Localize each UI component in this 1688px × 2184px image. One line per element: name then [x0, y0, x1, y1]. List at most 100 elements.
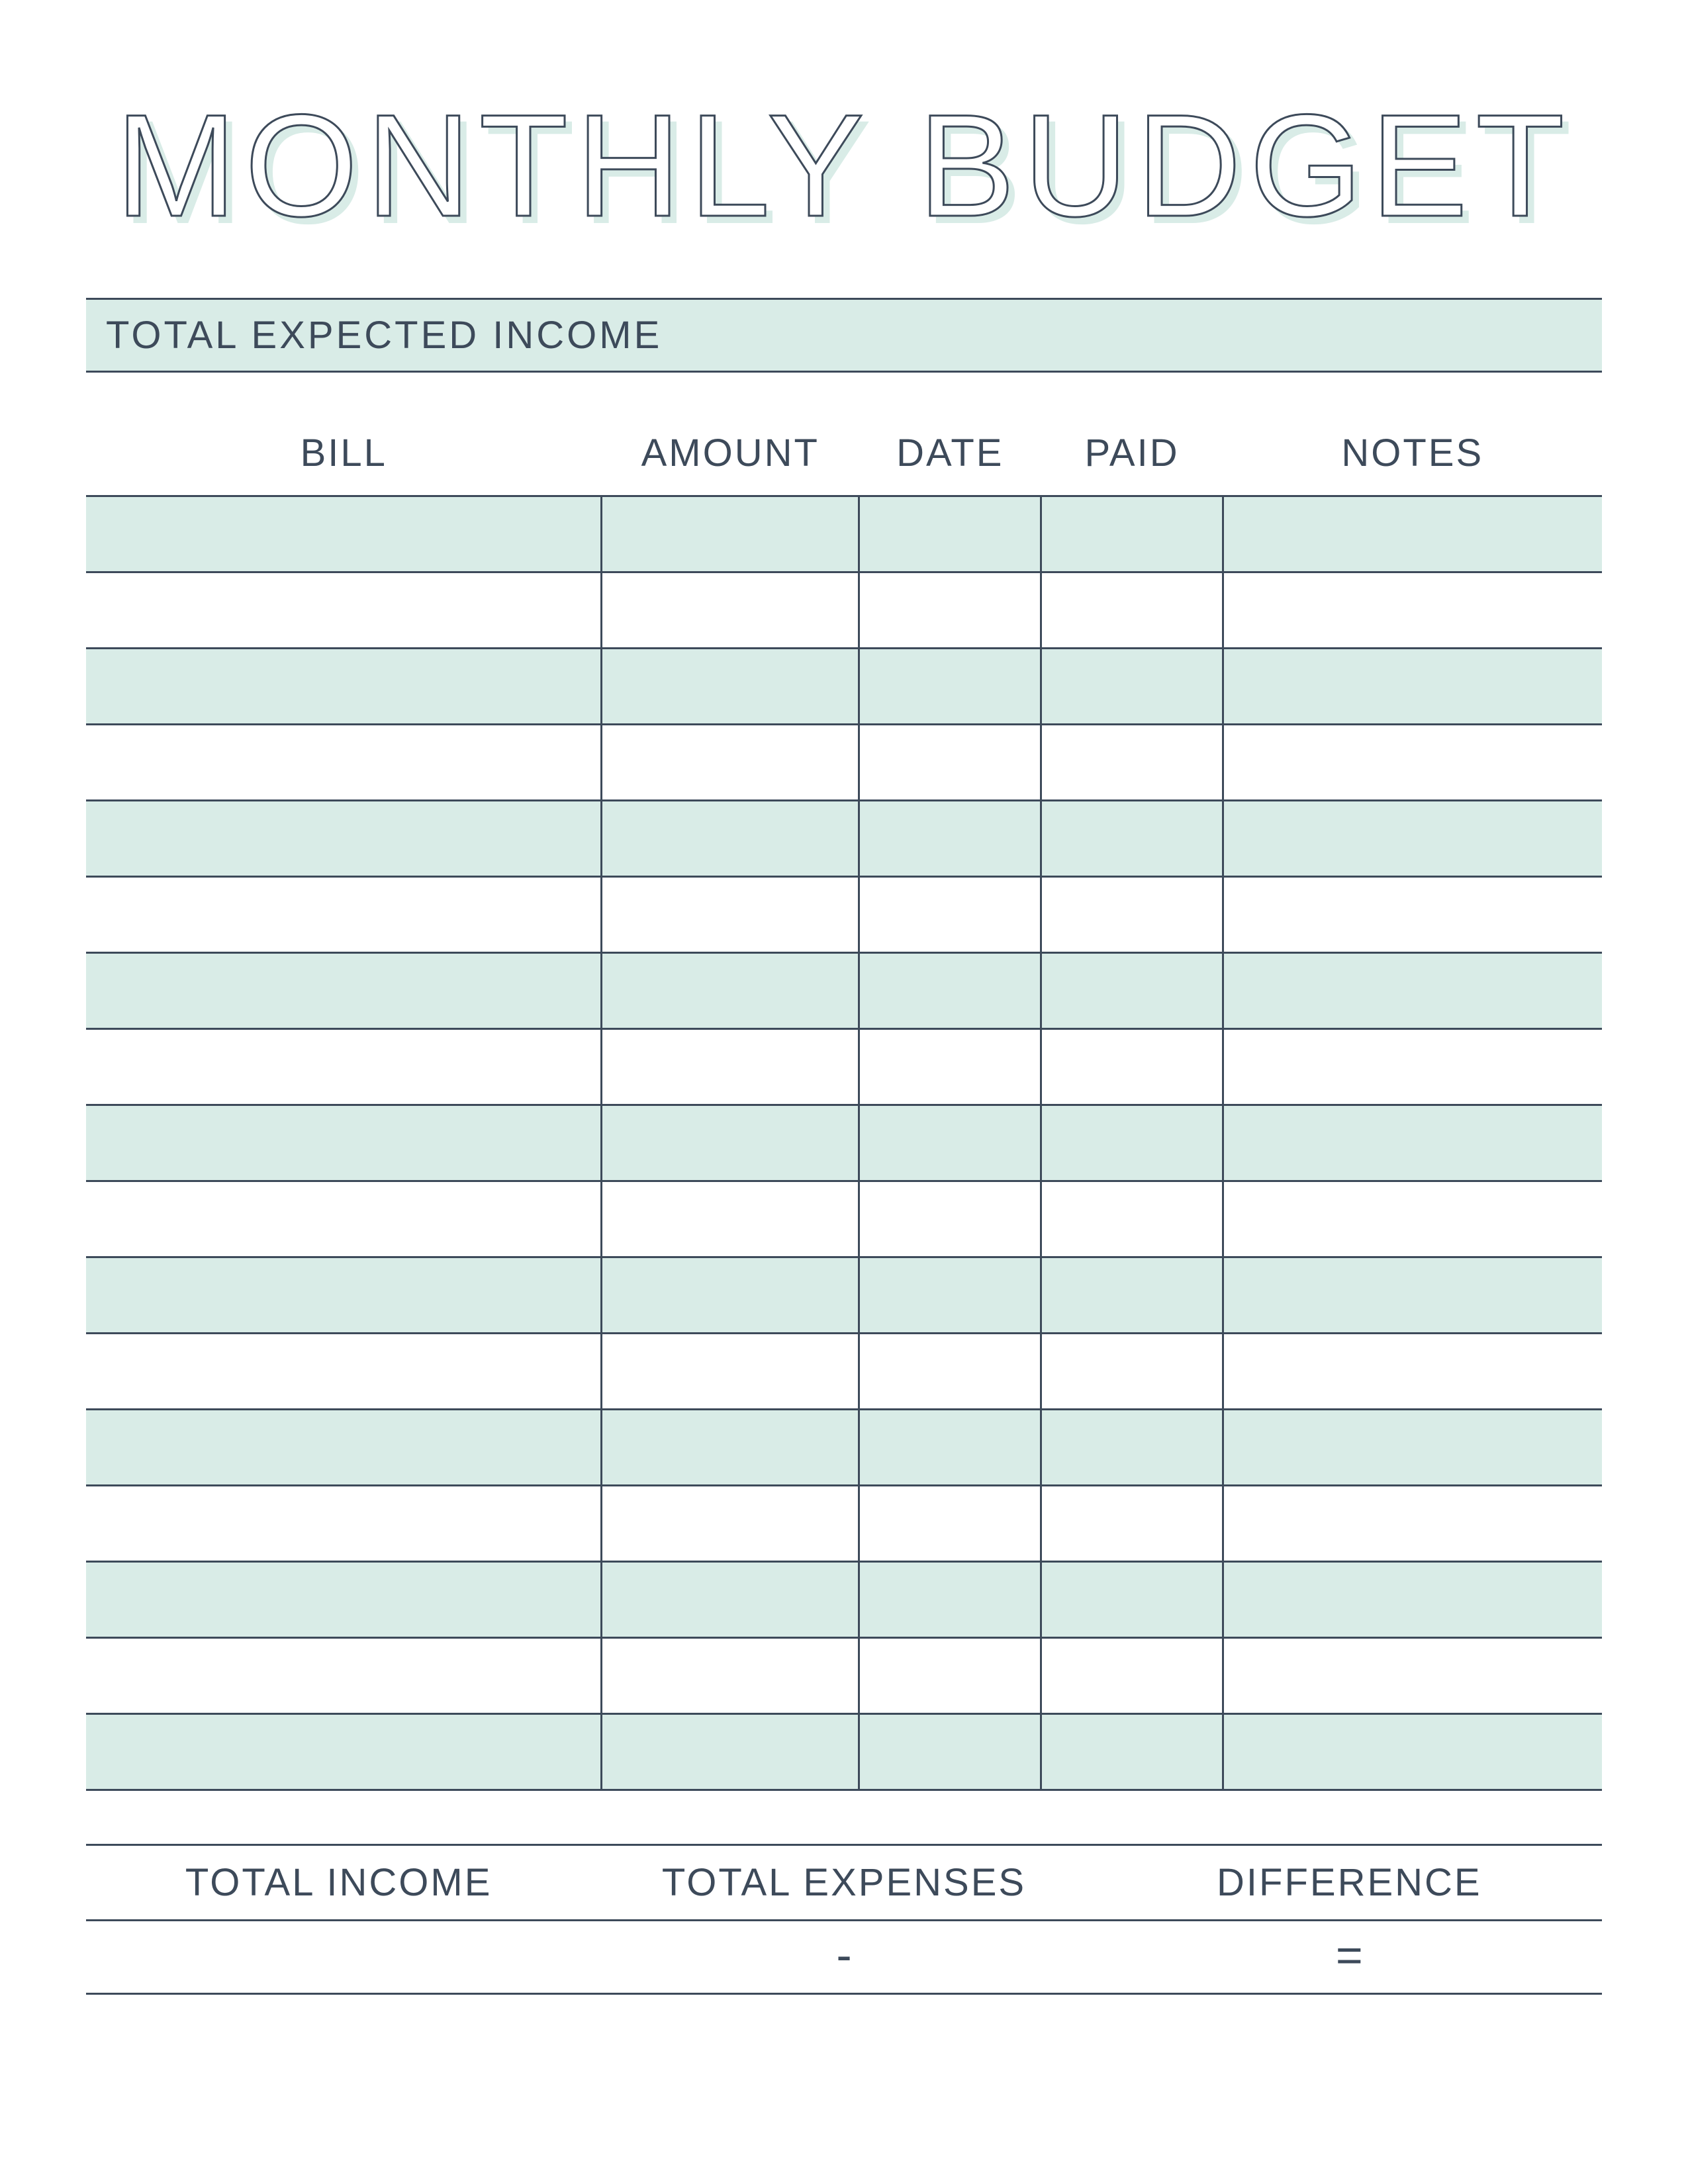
table-cell	[86, 1638, 602, 1714]
table-cell	[602, 725, 859, 801]
table-cell	[86, 649, 602, 725]
table-cell	[859, 953, 1041, 1029]
table-cell	[602, 572, 859, 649]
table-cell	[859, 1105, 1041, 1181]
table-cell	[1223, 1181, 1602, 1257]
col-header-notes: NOTES	[1223, 419, 1602, 496]
table-cell	[86, 877, 602, 953]
col-header-paid: PAID	[1041, 419, 1223, 496]
table-row	[86, 1105, 1602, 1181]
table-cell	[602, 1562, 859, 1638]
table-row	[86, 496, 1602, 572]
table-row	[86, 1410, 1602, 1486]
table-cell	[1223, 953, 1602, 1029]
table-cell	[1041, 1029, 1223, 1105]
table-cell	[86, 572, 602, 649]
table-cell	[1041, 572, 1223, 649]
table-cell	[86, 1562, 602, 1638]
bills-header-row: BILL AMOUNT DATE PAID NOTES	[86, 419, 1602, 496]
table-cell	[1223, 801, 1602, 877]
table-cell	[1041, 801, 1223, 877]
table-cell	[86, 1486, 602, 1562]
table-cell	[602, 1334, 859, 1410]
table-row	[86, 1334, 1602, 1410]
table-cell	[1041, 1714, 1223, 1790]
table-cell	[1041, 877, 1223, 953]
table-row	[86, 1562, 1602, 1638]
table-cell	[1223, 877, 1602, 953]
table-cell	[1223, 725, 1602, 801]
table-cell	[602, 1486, 859, 1562]
table-cell	[602, 877, 859, 953]
table-cell	[1223, 572, 1602, 649]
table-cell	[86, 1105, 602, 1181]
table-cell	[1041, 1105, 1223, 1181]
title-outline-layer: MONTHLY BUDGET	[115, 84, 1572, 247]
table-row	[86, 1257, 1602, 1334]
summary-header-row: TOTAL INCOME TOTAL EXPENSES DIFFERENCE	[86, 1844, 1602, 1921]
table-cell	[1041, 1410, 1223, 1486]
table-row	[86, 725, 1602, 801]
table-cell	[86, 1334, 602, 1410]
table-cell	[1041, 725, 1223, 801]
table-cell	[1223, 1410, 1602, 1486]
table-cell	[859, 1714, 1041, 1790]
table-cell	[602, 801, 859, 877]
table-cell	[86, 953, 602, 1029]
table-cell	[859, 877, 1041, 953]
table-cell	[1041, 953, 1223, 1029]
table-cell	[86, 1029, 602, 1105]
bills-table: BILL AMOUNT DATE PAID NOTES	[86, 419, 1602, 1791]
table-cell	[859, 801, 1041, 877]
summary-label-expenses: TOTAL EXPENSES	[591, 1846, 1096, 1919]
table-cell	[859, 1562, 1041, 1638]
table-cell	[86, 725, 602, 801]
table-row	[86, 953, 1602, 1029]
table-cell	[859, 496, 1041, 572]
table-cell	[1041, 1486, 1223, 1562]
table-row	[86, 572, 1602, 649]
table-cell	[859, 1334, 1041, 1410]
table-cell	[1223, 1638, 1602, 1714]
table-cell	[602, 496, 859, 572]
table-cell	[602, 649, 859, 725]
table-cell	[1223, 1257, 1602, 1334]
table-row	[86, 801, 1602, 877]
table-cell	[1223, 1486, 1602, 1562]
table-cell	[86, 496, 602, 572]
expected-income-label: TOTAL EXPECTED INCOME	[106, 314, 662, 357]
table-cell	[1223, 1334, 1602, 1410]
summary-label-income: TOTAL INCOME	[86, 1846, 591, 1919]
col-header-amount: AMOUNT	[602, 419, 859, 496]
table-row	[86, 1181, 1602, 1257]
col-header-bill: BILL	[86, 419, 602, 496]
expected-income-bar: TOTAL EXPECTED INCOME	[86, 298, 1602, 373]
table-cell	[1041, 649, 1223, 725]
table-cell	[1223, 1105, 1602, 1181]
table-cell	[86, 1181, 602, 1257]
table-cell	[1041, 1257, 1223, 1334]
table-cell	[859, 649, 1041, 725]
table-row	[86, 1714, 1602, 1790]
table-cell	[859, 1486, 1041, 1562]
table-cell	[602, 1257, 859, 1334]
table-cell	[859, 1029, 1041, 1105]
summary-operator-row: - =	[86, 1921, 1602, 1995]
table-cell	[859, 1410, 1041, 1486]
summary-op-0	[86, 1921, 591, 1993]
table-cell	[1223, 1562, 1602, 1638]
table-cell	[1041, 496, 1223, 572]
table-cell	[1223, 649, 1602, 725]
table-cell	[1041, 1562, 1223, 1638]
table-row	[86, 1486, 1602, 1562]
table-cell	[859, 725, 1041, 801]
table-cell	[602, 1029, 859, 1105]
table-cell	[602, 1105, 859, 1181]
table-cell	[1041, 1638, 1223, 1714]
table-row	[86, 1638, 1602, 1714]
table-cell	[86, 1714, 602, 1790]
table-row	[86, 877, 1602, 953]
page-title: MONTHLY BUDGET MONTHLY BUDGET	[86, 93, 1602, 238]
table-cell	[602, 1181, 859, 1257]
summary-label-difference: DIFFERENCE	[1097, 1846, 1602, 1919]
